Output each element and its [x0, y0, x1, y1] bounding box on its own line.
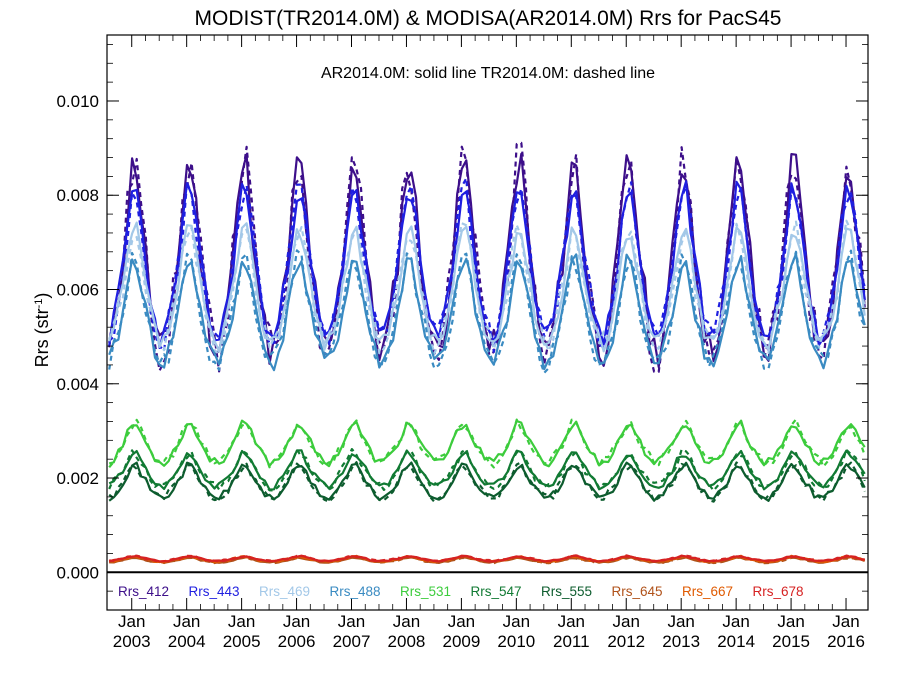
x-tick-month: Jan [338, 612, 365, 631]
plot-frame [106, 34, 869, 611]
legend-entry-rrs_645: Rrs_645 [612, 584, 663, 599]
x-tick-month: Jan [503, 612, 530, 631]
series-layer [108, 141, 866, 565]
line-style-note: AR2014.0M: solid line TR2014.0M: dashed … [321, 65, 655, 82]
y-tick-label: 0.004 [56, 375, 99, 394]
x-tick-year: 2004 [168, 632, 206, 651]
x-tick-month: Jan [173, 612, 200, 631]
x-tick-year: 2010 [497, 632, 535, 651]
axes-layer: 0.0000.0020.0040.0060.0080.010Jan2003Jan… [56, 35, 868, 651]
x-tick-year: 2012 [607, 632, 645, 651]
series-line-rrs_443-dashed [108, 177, 866, 353]
y-tick-label: 0.006 [56, 281, 99, 300]
series-line-rrs_678-dashed [109, 554, 865, 563]
x-tick-year: 2015 [772, 632, 810, 651]
series-line-rrs_531-dashed [108, 418, 866, 469]
series-line-rrs_547-dashed [108, 448, 866, 492]
series-line-rrs_488-dashed [108, 249, 866, 374]
legend-entry-rrs_678: Rrs_678 [753, 584, 804, 599]
series-line-rrs_547-solid [108, 449, 866, 491]
x-tick-year: 2016 [827, 632, 865, 651]
legend-entry-rrs_531: Rrs_531 [400, 584, 451, 599]
x-tick-year: 2005 [223, 632, 261, 651]
legend-entry-rrs_667: Rrs_667 [682, 584, 733, 599]
x-tick-year: 2013 [662, 632, 700, 651]
series-line-rrs_488-solid [108, 252, 866, 372]
y-axis-label: Rrs (str-1) [32, 293, 52, 368]
x-tick-month: Jan [777, 612, 804, 631]
x-tick-year: 2007 [333, 632, 371, 651]
x-tick-month: Jan [613, 612, 640, 631]
legend-entry-rrs_412: Rrs_412 [118, 584, 169, 599]
x-tick-month: Jan [283, 612, 310, 631]
series-line-rrs_555-dashed [108, 461, 866, 503]
legend-entry-rrs_555: Rrs_555 [541, 584, 592, 599]
legend-entry-rrs_488: Rrs_488 [330, 584, 381, 599]
legend: Rrs_412 Rrs_443 Rrs_469 Rrs_488 Rrs_531 Rrs_5… [118, 584, 804, 599]
legend-entry-rrs_469: Rrs_469 [259, 584, 310, 599]
x-tick-year: 2014 [717, 632, 755, 651]
x-tick-month: Jan [722, 612, 749, 631]
x-tick-year: 2006 [278, 632, 316, 651]
chart-title: MODIST(TR2014.0M) & MODISA(AR2014.0M) Rr… [195, 7, 782, 30]
x-tick-month: Jan [448, 612, 475, 631]
y-tick-label: 0.010 [56, 92, 99, 111]
y-tick-label: 0.008 [56, 186, 99, 205]
x-tick-month: Jan [393, 612, 420, 631]
x-tick-month: Jan [228, 612, 255, 631]
x-tick-year: 2009 [442, 632, 480, 651]
x-tick-year: 2008 [388, 632, 426, 651]
y-tick-label: 0.000 [56, 563, 99, 582]
legend-entry-rrs_443: Rrs_443 [189, 584, 240, 599]
x-tick-month: Jan [118, 612, 145, 631]
x-tick-year: 2011 [553, 632, 590, 651]
x-tick-year: 2003 [113, 632, 151, 651]
x-tick-month: Jan [667, 612, 694, 631]
y-tick-label: 0.002 [56, 469, 99, 488]
legend-entry-rrs_547: Rrs_547 [471, 584, 522, 599]
series-line-rrs_469-dashed [108, 219, 866, 356]
x-tick-month: Jan [832, 612, 859, 631]
x-tick-month: Jan [558, 612, 585, 631]
